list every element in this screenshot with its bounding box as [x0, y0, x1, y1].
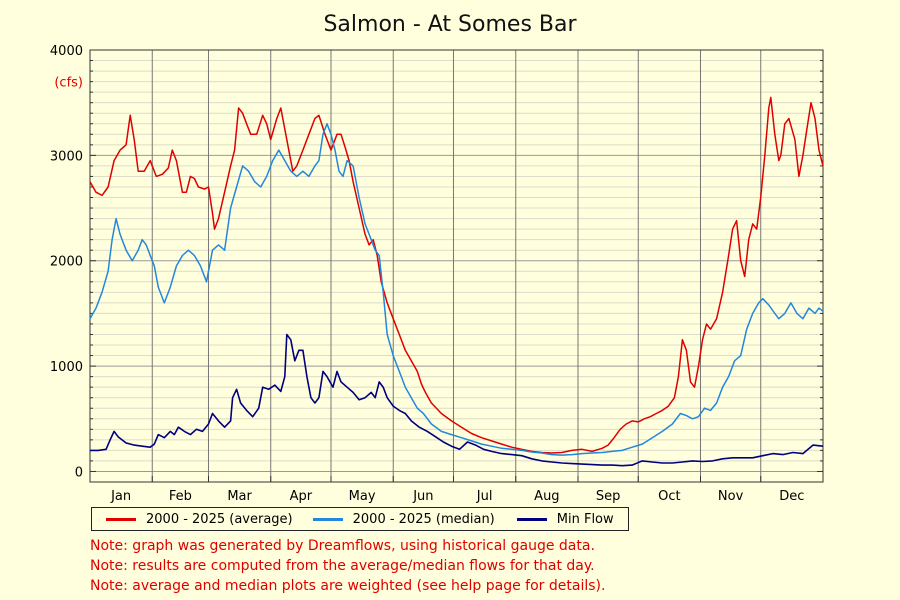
x-tick-label: Jun	[412, 489, 433, 504]
note-3: Note: average and median plots are weigh…	[90, 578, 606, 594]
legend-label-average: 2000 - 2025 (average)	[146, 511, 293, 527]
y-axis-unit-label: (cfs)	[54, 76, 83, 91]
legend-item-min: Min Flow	[516, 511, 614, 527]
note-1: Note: graph was generated by Dreamflows,…	[90, 538, 595, 554]
note-2: Note: results are computed from the aver…	[90, 558, 595, 574]
x-tick-label: Nov	[718, 489, 744, 504]
chart-title: Salmon - At Somes Bar	[323, 12, 577, 37]
x-tick-label: Sep	[596, 489, 621, 504]
plot-frame	[89, 49, 824, 483]
series-line-median	[89, 123, 824, 456]
legend-label-median: 2000 - 2025 (median)	[352, 511, 495, 527]
legend-swatch-median	[312, 517, 343, 521]
grid	[90, 49, 823, 482]
x-tick-label: Apr	[290, 489, 313, 504]
x-tick-label: May	[349, 489, 376, 504]
series-line-average	[89, 96, 824, 454]
legend-item-average: 2000 - 2025 (average)	[106, 512, 293, 527]
notes: Note: graph was generated by Dreamflows,…	[90, 536, 605, 596]
legend: 2000 - 2025 (average) 2000 - 2025 (media…	[91, 507, 629, 531]
x-tick-label: Feb	[169, 489, 192, 504]
x-tick-label: Dec	[779, 489, 804, 504]
x-tick-label: Oct	[658, 489, 680, 504]
y-tick-label: 4000	[50, 44, 83, 59]
legend-label-min: Min Flow	[556, 511, 614, 527]
legend-swatch-average	[106, 517, 136, 521]
x-tick-label: Aug	[534, 489, 559, 504]
x-tick-label: Mar	[227, 489, 252, 504]
y-tick-label: 0	[75, 465, 83, 480]
legend-swatch-min	[516, 517, 547, 521]
y-tick-label: 1000	[50, 360, 83, 375]
x-tick-label: Jul	[476, 489, 493, 504]
series-group	[89, 96, 824, 467]
y-tick-label: 2000	[50, 255, 83, 270]
series-line-min-flow	[90, 333, 824, 467]
y-tick-label: 3000	[50, 149, 83, 164]
legend-item-median: 2000 - 2025 (median)	[312, 511, 495, 527]
axes: 0 1000 2000 3000 4000 (cfs) Jan Feb Mar Apr May Jun…	[50, 44, 824, 504]
x-tick-label: Jan	[110, 489, 131, 504]
